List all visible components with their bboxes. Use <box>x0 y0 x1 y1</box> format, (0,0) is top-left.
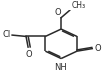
Text: Cl: Cl <box>3 30 11 39</box>
Text: O: O <box>94 44 101 53</box>
Text: NH: NH <box>54 63 66 72</box>
Text: CH₃: CH₃ <box>72 1 86 10</box>
Text: O: O <box>54 8 61 17</box>
Text: O: O <box>25 50 32 59</box>
